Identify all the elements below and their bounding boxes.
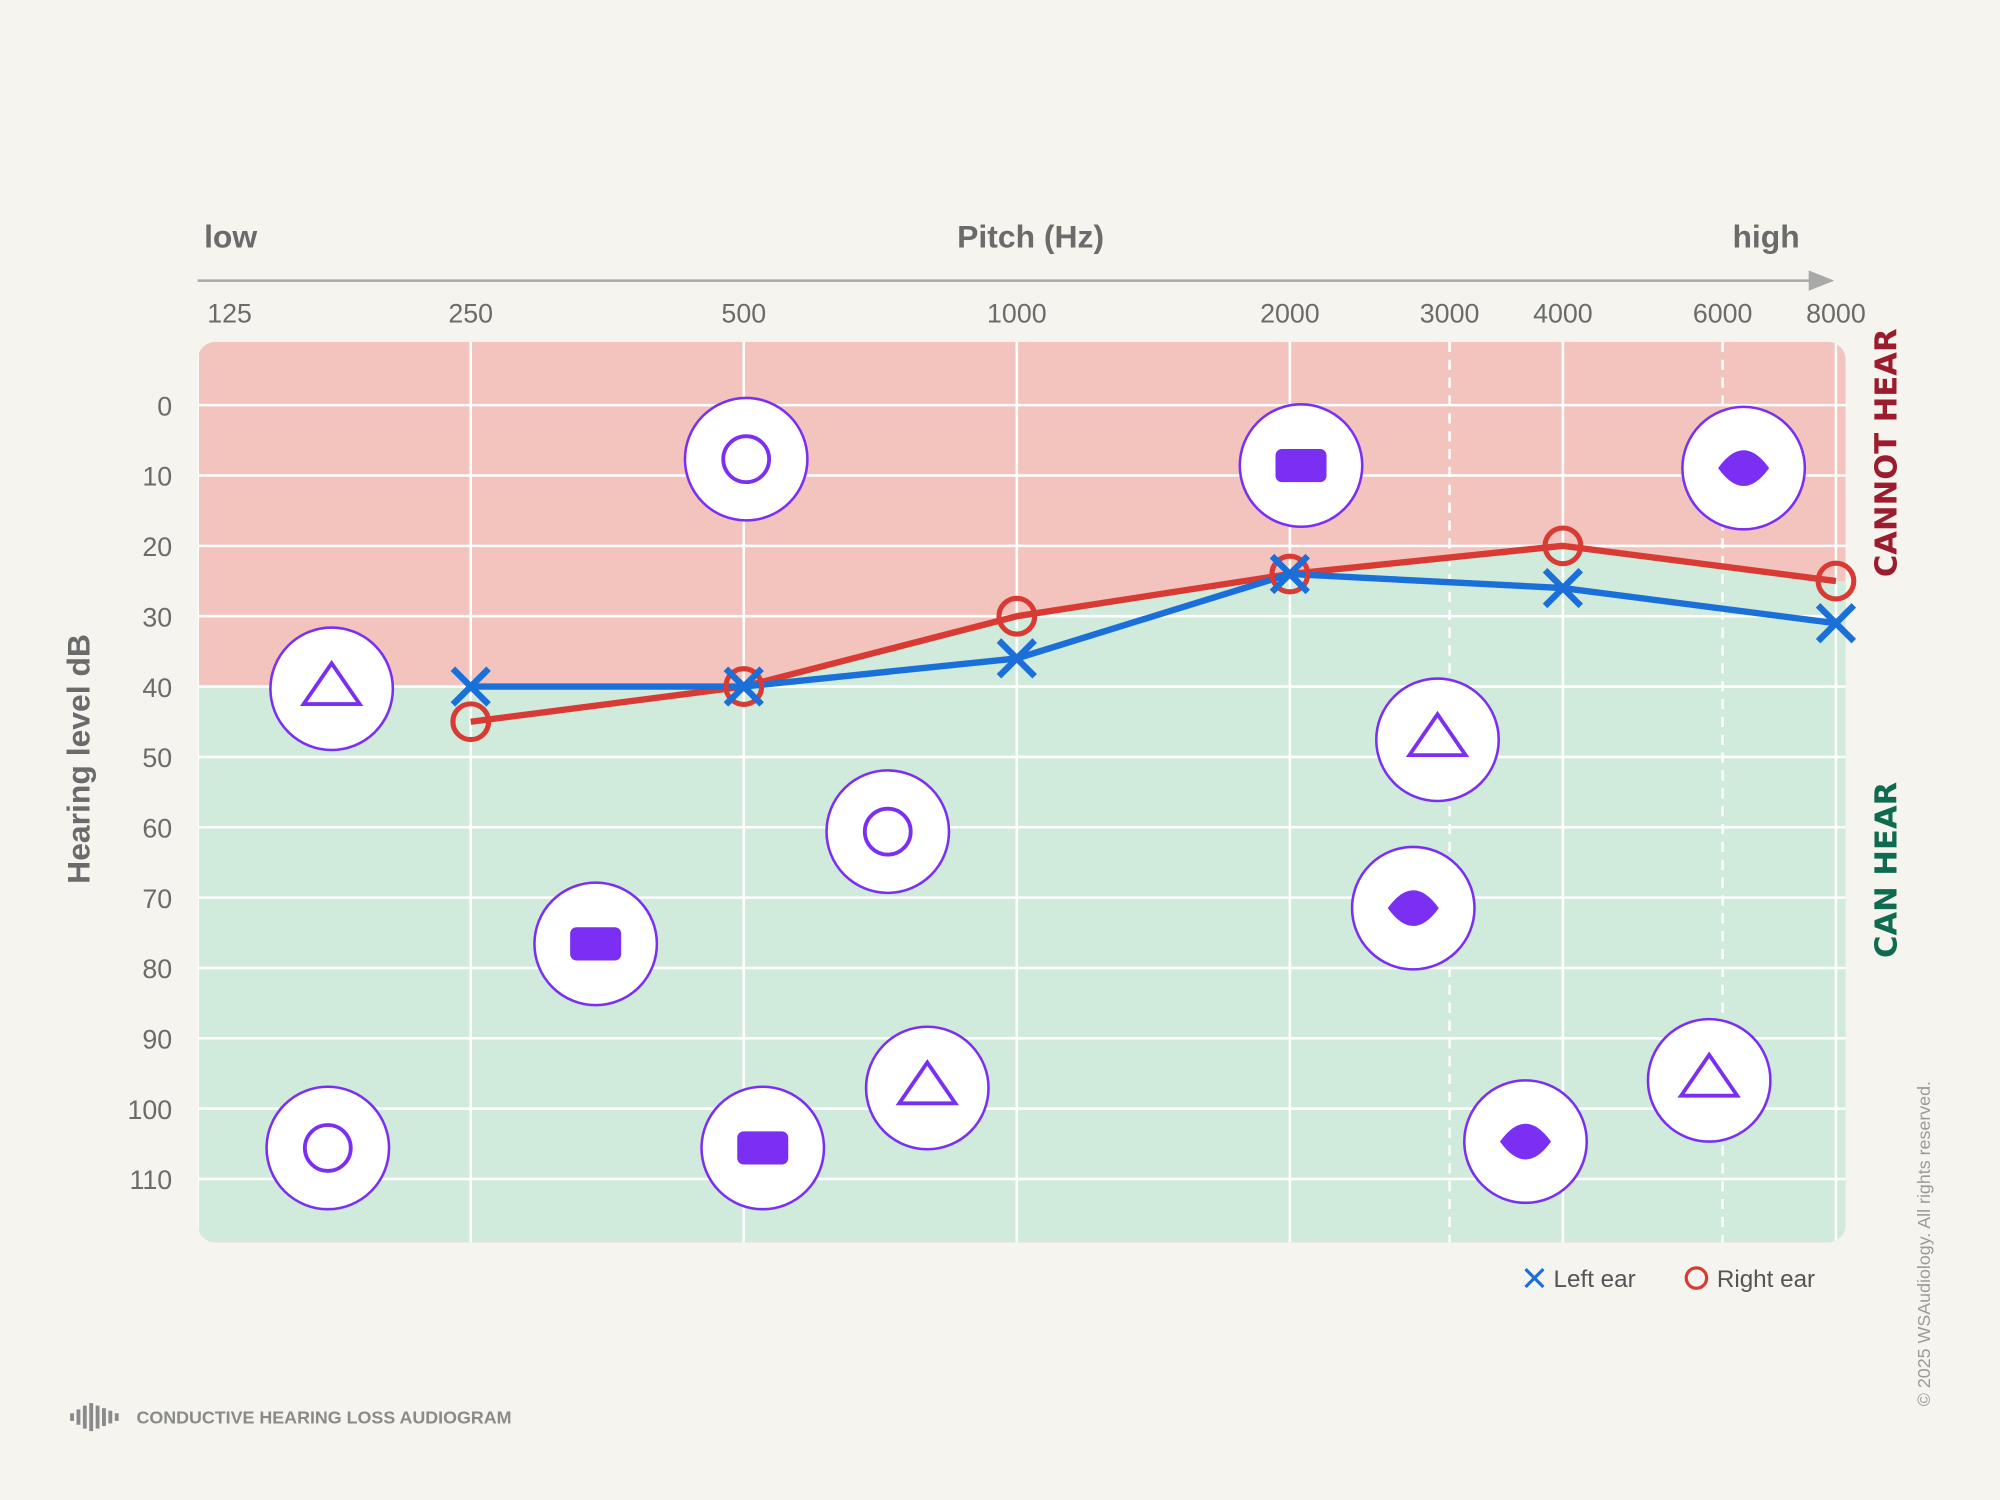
icon-circle — [1375, 677, 1500, 803]
sound-icon — [1238, 403, 1364, 529]
icon-glyph — [721, 434, 772, 485]
icon-glyph — [895, 1059, 959, 1106]
marker-x — [723, 666, 764, 707]
x-low-label: low — [204, 218, 257, 254]
y-tick-label: 100 — [128, 1095, 173, 1125]
icon-circle — [1646, 1017, 1772, 1143]
series-line — [470, 570, 1837, 690]
zones — [197, 341, 1846, 1243]
icon-glyph — [1405, 710, 1470, 758]
series-lines — [450, 525, 1857, 743]
icon-circle — [269, 626, 395, 752]
icon-circle — [864, 1025, 990, 1151]
x-axis-title: Pitch (Hz) — [957, 218, 1104, 254]
x-tick-label: 3000 — [1420, 299, 1480, 329]
y-tick-label: 40 — [142, 673, 172, 703]
x-tick-label: 6000 — [1693, 299, 1753, 329]
zone-label-can-hear: CAN HEAR — [1870, 782, 1905, 958]
sound-icon — [269, 626, 395, 752]
sound-icon — [683, 396, 809, 522]
zone-label-cannot-hear: CANNOT HEAR — [1870, 328, 1905, 577]
marker-circle — [723, 666, 765, 707]
icon-glyph — [299, 659, 364, 706]
marker-circle — [450, 701, 492, 743]
sound-icon — [1463, 1079, 1589, 1205]
y-tick-label: 60 — [142, 813, 172, 843]
sound-icon — [700, 1085, 826, 1211]
sound-icon — [825, 769, 951, 895]
y-tick-label: 90 — [142, 1025, 172, 1055]
icon-glyph — [862, 806, 913, 857]
marker-x — [1269, 553, 1310, 595]
legend-marker — [1524, 1268, 1545, 1289]
y-tick-label: 110 — [130, 1165, 173, 1195]
icon-glyph — [302, 1123, 353, 1173]
x-tick-label: 125 — [207, 299, 252, 329]
x-high-label: high — [1732, 218, 1799, 254]
icon-circle — [265, 1085, 391, 1211]
marker-x — [450, 666, 491, 707]
marker-x — [1815, 603, 1857, 644]
sound-icon — [1681, 405, 1807, 531]
icon-glyph — [1387, 890, 1439, 927]
marker-x — [996, 638, 1037, 679]
icon-glyph — [570, 927, 622, 961]
y-tick-label: 30 — [142, 602, 172, 632]
sound-icons — [265, 396, 1807, 1211]
legend-marker — [1684, 1266, 1709, 1290]
y-tick-label: 10 — [142, 462, 172, 492]
x-tick-label: 4000 — [1533, 299, 1593, 329]
sound-icon — [1350, 845, 1476, 971]
x-tick-label: 500 — [721, 299, 766, 329]
icon-circle — [825, 769, 951, 895]
icon-glyph — [737, 1131, 789, 1165]
marker-circle — [1269, 553, 1311, 595]
footer-title: CONDUCTIVE HEARING LOSS AUDIOGRAM — [136, 1407, 511, 1427]
copyright: © 2025 WSAudiology. All rights reserved. — [1914, 1081, 1934, 1406]
y-tick-label: 70 — [142, 884, 172, 914]
icon-glyph — [1677, 1051, 1741, 1098]
x-tick-label: 2000 — [1260, 299, 1320, 329]
icon-glyph — [1718, 450, 1770, 486]
icon-circle — [683, 396, 809, 522]
x-tick-label: 1000 — [987, 299, 1047, 329]
sound-icon — [1375, 677, 1500, 803]
sound-icon — [864, 1025, 990, 1151]
y-axis-title: Hearing level dB — [60, 634, 96, 884]
series-line — [470, 542, 1837, 725]
y-tick-label: 0 — [157, 391, 172, 421]
sound-icon — [265, 1085, 391, 1211]
marker-circle — [1815, 560, 1857, 602]
marker-x — [1542, 567, 1584, 609]
footer-logo — [70, 1403, 119, 1432]
legend-label: Right ear — [1717, 1266, 1815, 1293]
y-tick-label: 50 — [142, 743, 172, 773]
x-tick-label: 8000 — [1806, 299, 1866, 329]
plot-area — [197, 341, 1846, 1243]
legend-label: Left ear — [1554, 1266, 1636, 1293]
icon-glyph — [1500, 1123, 1552, 1160]
x-tick-label: 250 — [448, 299, 493, 329]
sound-icon — [533, 881, 659, 1007]
marker-circle — [996, 595, 1038, 637]
sound-icon — [1646, 1017, 1772, 1143]
icon-glyph — [1275, 448, 1327, 483]
y-tick-label: 20 — [142, 532, 172, 562]
marker-circle — [1542, 525, 1584, 567]
legend: Left ear Right ear — [1524, 1266, 1815, 1293]
y-tick-label: 80 — [142, 954, 172, 984]
pitch-arrow-head — [1808, 270, 1835, 291]
